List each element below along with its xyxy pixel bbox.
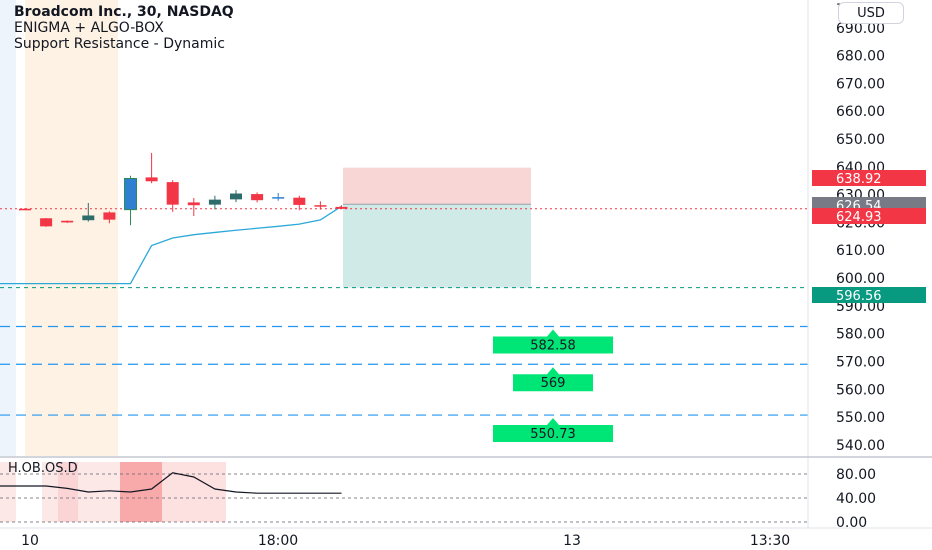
candle [145, 152, 158, 184]
price-badge-text: 624.93 [836, 210, 882, 225]
candle [230, 190, 242, 203]
oscillator-zone-shade [162, 462, 226, 522]
candle-body [40, 218, 53, 227]
price-badge-text: 596.56 [836, 289, 882, 304]
price-tick-label: 610.00 [836, 243, 885, 259]
candle-body [124, 178, 137, 211]
candle-body [145, 177, 158, 182]
candle-body [166, 182, 179, 205]
candle-body [82, 215, 95, 221]
price-tick-label: 680.00 [836, 49, 885, 65]
price-badge [812, 287, 926, 303]
candle [314, 201, 327, 210]
currency-button[interactable]: USD [838, 2, 904, 24]
oscillator-tick-label: 0.00 [836, 515, 867, 531]
price-tick-label: 690.00 [836, 21, 885, 37]
candle [272, 192, 285, 201]
oscillator-tick-label: 80.00 [836, 467, 876, 483]
stop-zone [343, 167, 531, 205]
price-badge [812, 208, 926, 224]
candle-body [314, 205, 327, 207]
candle-body [293, 197, 306, 205]
candle [335, 205, 348, 210]
candle-body [208, 199, 221, 205]
support-label-text: 569 [541, 376, 566, 391]
price-tick-label: 600.00 [836, 271, 885, 287]
candle-body [19, 208, 31, 211]
chart-header: Broadcom Inc., 30, NASDAQ ENIGMA + ALGO-… [14, 4, 234, 52]
oscillator-label[interactable]: H.OB.OS.D [8, 461, 78, 476]
candle [19, 207, 31, 211]
price-tick-label: 550.00 [836, 410, 885, 426]
indicator-support-resistance-label[interactable]: Support Resistance - Dynamic [14, 36, 225, 52]
price-tick-label: 540.00 [836, 438, 885, 454]
support-label-bg [513, 367, 593, 392]
price-tick-label: 650.00 [836, 132, 885, 148]
candle [103, 211, 116, 224]
candle-body [251, 194, 264, 201]
support-label-text: 582.58 [530, 338, 576, 353]
oscillator-tick-label: 40.00 [836, 491, 876, 507]
price-tick-label: 570.00 [836, 354, 885, 370]
price-tick-label: 580.00 [836, 327, 885, 343]
price-tick-label: 560.00 [836, 382, 885, 398]
time-tick-label: 10 [21, 533, 39, 549]
candle [82, 202, 95, 222]
price-badge-text: 638.92 [836, 172, 882, 187]
premarket-shade [0, 0, 16, 456]
price-badge [812, 170, 926, 186]
dynamic-support-line [0, 205, 342, 285]
candle-body [272, 197, 285, 199]
candle [124, 175, 137, 226]
candle [61, 220, 74, 223]
candle [40, 217, 53, 227]
price-tick-label: 660.00 [836, 104, 885, 120]
indicator-enigma-label[interactable]: ENIGMA + ALGO-BOX [14, 20, 164, 36]
candle-body [103, 212, 116, 220]
candle [251, 192, 264, 203]
candle-body [335, 206, 348, 209]
oscillator-zone-shade [0, 462, 16, 522]
oscillator-zone-shade [58, 462, 78, 522]
price-axis-bg [808, 0, 932, 550]
candle-body [61, 220, 74, 223]
support-label-bg [493, 329, 613, 354]
candle [187, 197, 200, 217]
support-label-bg [493, 418, 613, 443]
target-zone [343, 204, 531, 288]
oscillator-zone-shade [100, 462, 120, 522]
session-shade [25, 0, 118, 456]
price-tick-label: 670.00 [836, 76, 885, 92]
time-tick-label: 13 [563, 533, 581, 549]
candle-body [187, 202, 200, 206]
oscillator-line [0, 472, 342, 494]
candle-body [230, 193, 242, 200]
candle [208, 195, 221, 210]
time-tick-label: 13:30 [750, 533, 790, 549]
oscillator-zone-shade [42, 462, 58, 522]
candle [293, 195, 306, 211]
support-label-text: 550.73 [530, 427, 576, 442]
time-tick-label: 18:00 [258, 533, 298, 549]
symbol-title[interactable]: Broadcom Inc., 30, NASDAQ [14, 4, 234, 20]
candle [166, 180, 179, 212]
